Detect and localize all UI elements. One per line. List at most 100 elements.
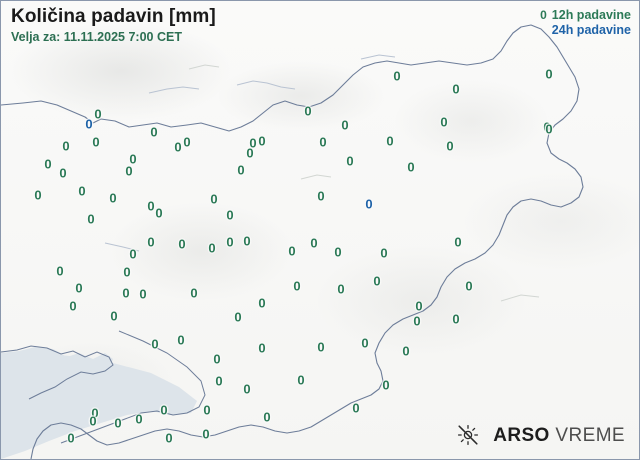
arso-wordmark: ARSO VREME: [493, 426, 625, 445]
station-marker[interactable]: 0: [150, 124, 158, 140]
station-marker[interactable]: 0: [213, 351, 221, 367]
station-marker[interactable]: 0: [226, 234, 234, 250]
station-marker[interactable]: 0: [361, 335, 369, 351]
station-marker[interactable]: 0: [545, 66, 553, 82]
station-marker[interactable]: 0: [258, 133, 266, 149]
station-marker[interactable]: 0: [263, 409, 271, 425]
station-marker[interactable]: 0: [373, 273, 381, 289]
station-marker[interactable]: 0: [249, 135, 257, 151]
station-marker[interactable]: 0: [258, 340, 266, 356]
legend-label-24h: 24h padavine: [551, 23, 631, 37]
station-marker[interactable]: 0: [67, 430, 75, 446]
station-marker[interactable]: 0: [190, 285, 198, 301]
station-marker[interactable]: 0: [78, 183, 86, 199]
station-marker[interactable]: 0: [34, 187, 42, 203]
station-marker[interactable]: 0: [147, 198, 155, 214]
river-line-2: [236, 80, 296, 90]
station-marker[interactable]: 0: [203, 402, 211, 418]
station-marker[interactable]: 0: [92, 134, 100, 150]
station-marker[interactable]: 0: [151, 336, 159, 352]
terrain-hatch-1: [188, 64, 220, 70]
legend-item-12h: 0 12h padavine: [540, 8, 631, 23]
station-marker[interactable]: 0: [352, 400, 360, 416]
station-marker[interactable]: 0: [174, 139, 182, 155]
station-marker[interactable]: 0: [243, 381, 251, 397]
station-marker[interactable]: 0: [75, 280, 83, 296]
station-marker[interactable]: 0: [465, 278, 473, 294]
station-marker[interactable]: 0: [382, 377, 390, 393]
station-marker[interactable]: 0: [319, 134, 327, 150]
station-marker[interactable]: 0: [91, 405, 99, 421]
station-marker[interactable]: 0: [183, 134, 191, 150]
station-marker[interactable]: 0: [44, 156, 52, 172]
station-marker[interactable]: 0: [177, 332, 185, 348]
station-marker[interactable]: 0: [258, 295, 266, 311]
station-marker[interactable]: 0: [110, 308, 118, 324]
station-marker[interactable]: 0: [246, 145, 254, 161]
station-marker[interactable]: 0: [87, 211, 95, 227]
station-marker[interactable]: 0: [310, 235, 318, 251]
validity-timestamp: Velja za: 11.11.2025 7:00 CET: [11, 30, 182, 44]
station-marker[interactable]: 0: [202, 426, 210, 442]
station-marker[interactable]: 0: [114, 415, 122, 431]
station-marker[interactable]: 0: [139, 286, 147, 302]
station-marker[interactable]: 0: [415, 298, 423, 314]
station-marker[interactable]: 0: [454, 234, 462, 250]
station-marker[interactable]: 0: [155, 205, 163, 221]
station-marker[interactable]: 0: [288, 243, 296, 259]
station-marker[interactable]: 0: [317, 188, 325, 204]
station-marker[interactable]: 0: [147, 234, 155, 250]
station-marker[interactable]: 0: [346, 153, 354, 169]
station-marker[interactable]: 0: [109, 190, 117, 206]
station-marker[interactable]: 0: [129, 151, 137, 167]
station-marker[interactable]: 0: [452, 311, 460, 327]
station-marker[interactable]: 0: [89, 413, 97, 429]
station-marker[interactable]: 0: [413, 313, 421, 329]
legend-swatch-12h: 0: [540, 8, 547, 22]
station-marker[interactable]: 0: [215, 373, 223, 389]
station-marker[interactable]: 0: [210, 191, 218, 207]
station-marker[interactable]: 0: [135, 411, 143, 427]
station-marker[interactable]: 0: [243, 233, 251, 249]
station-marker[interactable]: 0: [402, 343, 410, 359]
station-marker[interactable]: 0: [69, 298, 77, 314]
station-marker[interactable]: 0: [446, 138, 454, 154]
station-marker[interactable]: 0: [545, 121, 553, 137]
terrain-hatch-3: [500, 294, 540, 302]
station-marker[interactable]: 0: [160, 402, 168, 418]
station-marker[interactable]: 0: [334, 244, 342, 260]
station-marker[interactable]: 0: [59, 165, 67, 181]
station-marker[interactable]: 0: [125, 163, 133, 179]
station-marker[interactable]: 0: [237, 162, 245, 178]
station-marker[interactable]: 0: [380, 245, 388, 261]
coast-istria: [60, 330, 206, 444]
station-marker[interactable]: 0: [85, 116, 93, 132]
station-marker[interactable]: 0: [341, 117, 349, 133]
station-marker[interactable]: 0: [365, 196, 373, 212]
station-marker[interactable]: 0: [407, 159, 415, 175]
station-marker[interactable]: 0: [122, 285, 130, 301]
station-marker[interactable]: 0: [317, 339, 325, 355]
station-marker[interactable]: 0: [56, 263, 64, 279]
station-marker[interactable]: 0: [452, 81, 460, 97]
station-marker[interactable]: 0: [62, 138, 70, 154]
station-marker[interactable]: 0: [129, 246, 137, 262]
station-marker[interactable]: 0: [165, 430, 173, 446]
station-marker[interactable]: 0: [226, 207, 234, 223]
station-marker[interactable]: 0: [337, 281, 345, 297]
station-marker[interactable]: 0: [123, 264, 131, 280]
station-marker[interactable]: 0: [393, 68, 401, 84]
station-marker[interactable]: 0: [440, 114, 448, 130]
station-marker[interactable]: 0: [297, 372, 305, 388]
station-marker[interactable]: 0: [94, 106, 102, 122]
station-marker[interactable]: 0: [304, 103, 312, 119]
station-marker[interactable]: 0: [208, 240, 216, 256]
station-marker[interactable]: 0: [543, 119, 551, 135]
station-marker[interactable]: 0: [386, 133, 394, 149]
station-marker[interactable]: 0: [178, 236, 186, 252]
station-marker[interactable]: 0: [293, 278, 301, 294]
station-marker[interactable]: 0: [234, 309, 242, 325]
